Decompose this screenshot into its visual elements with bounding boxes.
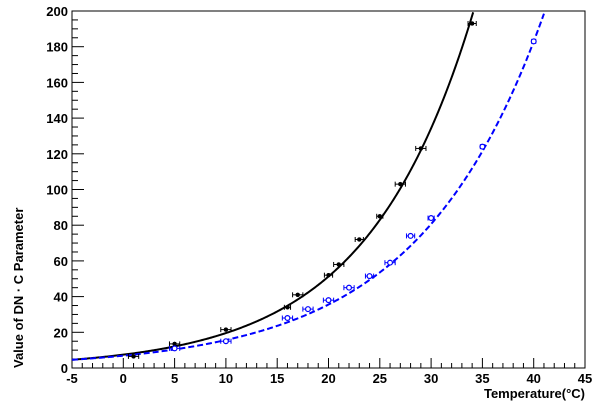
y-tick-label: 200 — [46, 4, 68, 19]
x-tick-label: 25 — [373, 371, 387, 386]
y-tick-label: 80 — [54, 218, 68, 233]
data-point-series-2 — [366, 273, 373, 280]
data-point-series-1 — [357, 237, 362, 242]
data-point-series-2 — [222, 338, 229, 345]
data-point-series-2 — [387, 259, 394, 266]
x-tick-label: 35 — [475, 371, 489, 386]
x-tick-label: 10 — [219, 371, 233, 386]
y-tick-label: 180 — [46, 40, 68, 55]
data-point-series-1 — [377, 214, 383, 219]
x-tick-label: -5 — [66, 371, 78, 386]
data-point-series-2 — [325, 297, 332, 304]
data-point-series-2 — [479, 143, 486, 150]
data-point-series-2 — [530, 38, 537, 45]
y-tick-label: 60 — [54, 254, 68, 269]
data-point-series-1 — [172, 341, 177, 347]
x-tick-label: 40 — [526, 371, 540, 386]
x-tick-label: 5 — [171, 371, 178, 386]
data-point-series-1 — [398, 181, 403, 187]
fit-curve-2 — [71, 13, 545, 361]
data-point-series-1 — [131, 354, 136, 359]
fit-curves — [71, 11, 545, 361]
fit-curve-1 — [71, 11, 475, 361]
data-point-series-1 — [285, 305, 290, 310]
x-axis-title: Temperature(°C) — [484, 386, 585, 401]
y-tick-label: 20 — [54, 325, 68, 340]
x-tick-label: 15 — [270, 371, 284, 386]
x-tick-label: 45 — [578, 371, 592, 386]
y-tick-label: 140 — [46, 111, 68, 126]
y-axis: 0 20 40 60 80 100 120 140 160 180 200 — [46, 4, 84, 376]
data-point-series-2 — [284, 315, 291, 322]
y-tick-label: 100 — [46, 183, 68, 198]
plot-area — [71, 10, 586, 369]
data-points — [127, 20, 537, 359]
data-point-series-1 — [336, 262, 342, 267]
data-point-series-1 — [469, 21, 475, 26]
data-point-series-1 — [223, 327, 229, 332]
y-tick-label: 120 — [46, 147, 68, 162]
y-tick-label: 40 — [54, 290, 68, 305]
data-point-series-2 — [346, 284, 353, 291]
data-point-series-1 — [295, 292, 300, 298]
data-point-series-2 — [304, 306, 311, 313]
y-tick-label: 0 — [61, 361, 68, 376]
data-point-series-1 — [418, 146, 424, 151]
x-tick-label: 30 — [424, 371, 438, 386]
x-tick-label: 0 — [120, 371, 127, 386]
y-tick-label: 160 — [46, 75, 68, 90]
y-axis-title: Value of DN · C Parameter — [11, 208, 26, 368]
data-point-series-1 — [326, 272, 331, 278]
data-point-series-2 — [428, 215, 435, 222]
data-point-series-2 — [407, 232, 414, 239]
x-tick-label: 20 — [321, 371, 335, 386]
data-point-series-2 — [171, 345, 178, 352]
x-axis: -5 0 5 10 15 20 25 30 35 40 45 — [66, 358, 592, 386]
